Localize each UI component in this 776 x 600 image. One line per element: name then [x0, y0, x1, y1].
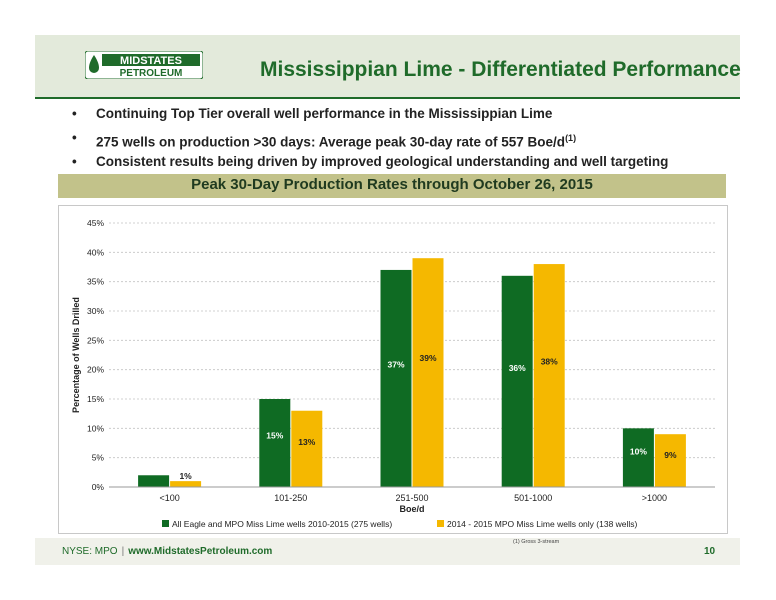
bar	[533, 264, 565, 487]
bullet-dot: •	[72, 130, 77, 145]
legend-swatch	[162, 520, 169, 527]
footer-band	[35, 538, 740, 565]
company-logo: MIDSTATES PETROLEUM	[85, 51, 203, 79]
bullet-item: • 275 wells on production >30 days: Aver…	[58, 128, 748, 152]
y-tick-label: 5%	[92, 453, 105, 463]
x-tick-label: >1000	[642, 493, 667, 503]
x-tick-label: 251-500	[395, 493, 428, 503]
data-label: 39%	[419, 353, 436, 363]
y-tick-label: 45%	[87, 218, 104, 228]
y-tick-label: 30%	[87, 306, 104, 316]
data-label: 36%	[509, 363, 526, 373]
x-tick-label: <100	[159, 493, 179, 503]
bullet-list: • Continuing Top Tier overall well perfo…	[58, 104, 748, 176]
data-label: 9%	[664, 450, 677, 460]
bullet-item: • Consistent results being driven by imp…	[58, 152, 748, 176]
footer-url: www.MidstatesPetroleum.com	[128, 546, 273, 557]
y-tick-label: 35%	[87, 277, 104, 287]
legend-label: 2014 - 2015 MPO Miss Lime wells only (13…	[447, 519, 638, 529]
x-tick-label: 101-250	[274, 493, 307, 503]
bullet-item: • Continuing Top Tier overall well perfo…	[58, 104, 748, 128]
bar	[412, 258, 444, 487]
svg-text:MIDSTATES: MIDSTATES	[120, 55, 182, 67]
chart-title: Peak 30-Day Production Rates through Oct…	[191, 176, 593, 193]
data-label: 1%	[179, 471, 192, 481]
bullet-text: 275 wells on production >30 days: Averag…	[96, 134, 566, 150]
bar	[622, 428, 654, 487]
legend-label: All Eagle and MPO Miss Lime wells 2010-2…	[172, 519, 392, 529]
bullet-text: Consistent results being driven by impro…	[96, 154, 669, 169]
x-tick-label: 501-1000	[514, 493, 552, 503]
footer-ticker: NYSE: MPO	[62, 546, 118, 557]
legend-swatch	[437, 520, 444, 527]
data-label: 15%	[266, 431, 283, 441]
data-label: 38%	[541, 356, 558, 366]
bullet-text: Continuing Top Tier overall well perform…	[96, 106, 553, 121]
header-rule	[35, 97, 740, 99]
y-axis-title: Percentage of Wells Drilled	[71, 297, 81, 413]
bar	[380, 269, 412, 487]
x-axis-ticks: <100 101-250 251-500 501-1000 >1000	[159, 493, 667, 503]
chart-frame: 0% 5% 10% 15% 20% 25% 30% 35% 40% 45% 2% 1% 15% 13% 3…	[58, 205, 728, 534]
page-number: 10	[704, 546, 716, 557]
footer-separator: |	[121, 546, 125, 557]
footer-info: NYSE: MPO | www.MidstatesPetroleum.com	[62, 546, 272, 557]
bar	[170, 481, 202, 487]
bar	[259, 399, 291, 487]
data-label: 37%	[387, 360, 404, 370]
y-tick-label: 10%	[87, 423, 104, 433]
y-tick-label: 40%	[87, 247, 104, 257]
y-tick-label: 15%	[87, 394, 104, 404]
legend: All Eagle and MPO Miss Lime wells 2010-2…	[162, 519, 638, 529]
data-labels: 2% 1% 15% 13% 37% 39% 36% 38% 10% 9%	[147, 353, 677, 481]
chart-title-banner: Peak 30-Day Production Rates through Oct…	[58, 174, 726, 198]
bullet-footnote-ref: (1)	[565, 133, 577, 143]
bullet-dot: •	[72, 106, 77, 121]
bar	[654, 434, 686, 487]
bar-chart: 0% 5% 10% 15% 20% 25% 30% 35% 40% 45% 2% 1% 15% 13% 3…	[71, 218, 715, 529]
y-tick-label: 0%	[92, 482, 105, 492]
bar	[291, 410, 323, 487]
svg-text:PETROLEUM: PETROLEUM	[120, 68, 183, 79]
y-axis-ticks: 0% 5% 10% 15% 20% 25% 30% 35% 40% 45%	[87, 218, 104, 492]
y-tick-label: 20%	[87, 365, 104, 375]
slide-title: Mississippian Lime - Differentiated Perf…	[260, 58, 741, 81]
bullet-dot: •	[72, 154, 77, 169]
footnote: (1) Gross 3-stream	[513, 539, 560, 545]
data-label: 13%	[298, 437, 315, 447]
bar	[501, 275, 533, 487]
data-label: 2%	[147, 465, 160, 475]
y-tick-label: 25%	[87, 335, 104, 345]
data-label: 10%	[630, 447, 647, 457]
bars	[138, 258, 686, 487]
bar	[138, 475, 170, 487]
gridlines	[109, 222, 715, 459]
x-axis-title: Boe/d	[399, 504, 424, 514]
